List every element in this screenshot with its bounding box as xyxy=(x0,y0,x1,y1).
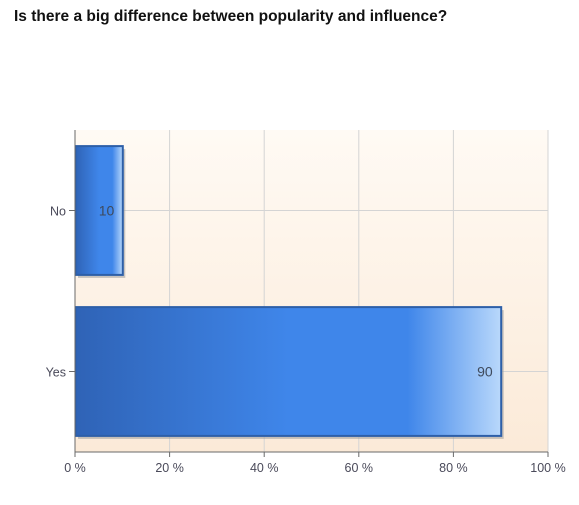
x-tick-label: 20 % xyxy=(155,461,184,475)
x-tick-label: 40 % xyxy=(250,461,279,475)
y-tick-label-yes: Yes xyxy=(46,366,66,380)
x-tick-label: 60 % xyxy=(345,461,374,475)
data-label-no: 10 xyxy=(99,203,115,219)
x-tick-label: 100 % xyxy=(530,461,565,475)
bar-yes xyxy=(74,306,503,437)
x-tick-label: 0 % xyxy=(64,461,86,475)
x-tick-label: 80 % xyxy=(439,461,468,475)
y-tick-label-no: No xyxy=(50,205,66,219)
bar-no xyxy=(74,145,124,276)
data-label-yes: 90 xyxy=(477,364,493,380)
chart-title: Is there a big difference between popula… xyxy=(14,8,448,25)
